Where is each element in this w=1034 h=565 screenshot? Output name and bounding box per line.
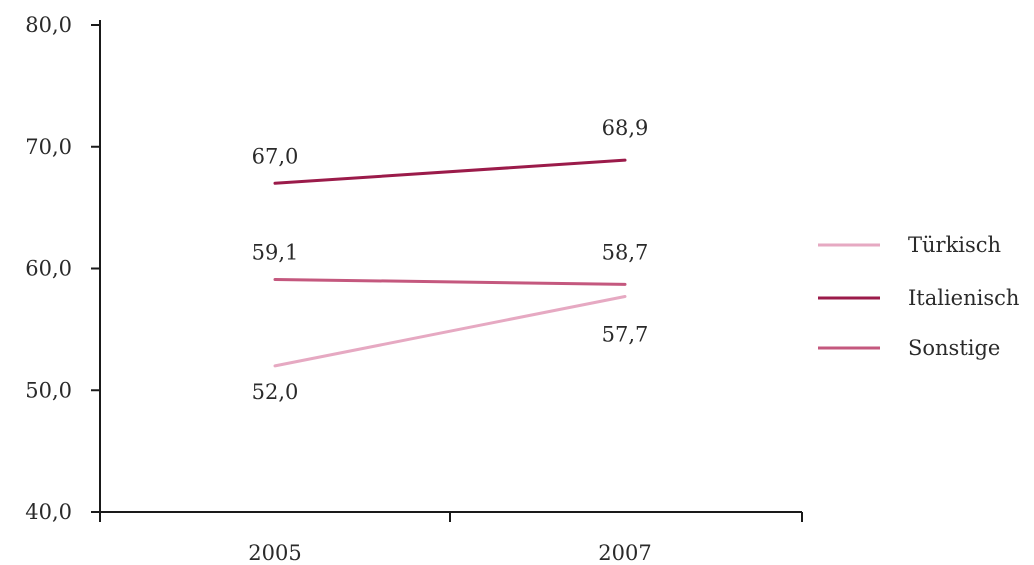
y-tick-label: 70,0 xyxy=(25,135,72,159)
data-label: 59,1 xyxy=(252,240,299,264)
legend: Türkisch Italienisch Sonstige xyxy=(818,233,1019,360)
y-tick-label: 40,0 xyxy=(25,500,72,524)
x-tick-label: 2007 xyxy=(598,541,651,565)
y-tick-label: 60,0 xyxy=(25,257,72,281)
chart-axes: 40,0 50,0 60,0 70,0 80,0 2005 2007 xyxy=(25,13,803,565)
y-tick-label: 80,0 xyxy=(25,13,72,37)
legend-label: Italienisch xyxy=(908,286,1019,310)
x-tick-label: 2005 xyxy=(248,541,301,565)
data-label: 52,0 xyxy=(252,380,299,404)
data-label: 67,0 xyxy=(252,144,299,168)
series-layer xyxy=(273,158,627,368)
data-label: 57,7 xyxy=(602,323,649,347)
series-line-türkisch xyxy=(273,295,627,368)
series-line-sonstige xyxy=(273,277,627,286)
series-line-italienisch xyxy=(273,158,627,185)
data-label: 58,7 xyxy=(602,240,649,264)
y-tick-label: 50,0 xyxy=(25,378,72,402)
legend-label: Sonstige xyxy=(908,336,1000,360)
data-labels-layer: 52,0 57,7 67,0 68,9 59,1 58,7 xyxy=(252,116,649,404)
data-label: 68,9 xyxy=(602,116,649,140)
legend-label: Türkisch xyxy=(908,233,1001,257)
